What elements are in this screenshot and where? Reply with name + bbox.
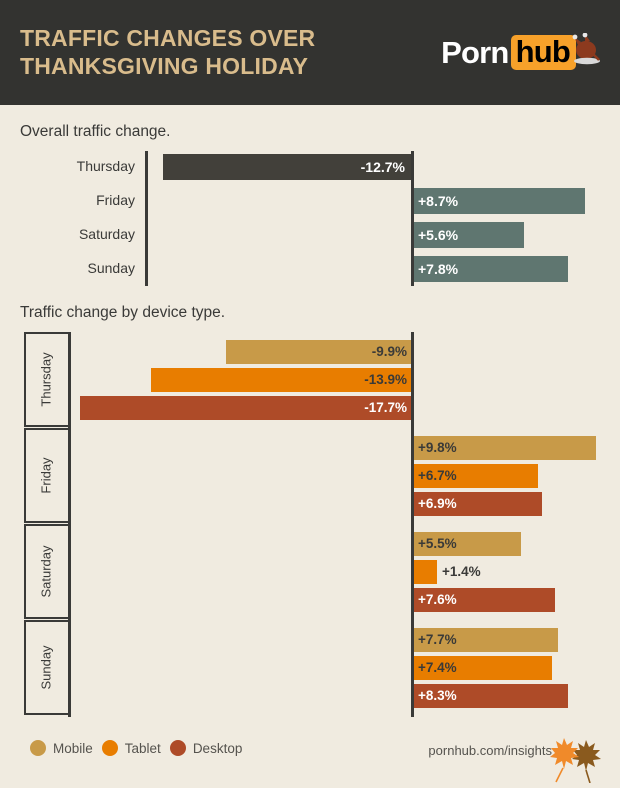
chart2-group-thursday: Thursday -9.9% -13.9% -17.7%	[0, 332, 620, 427]
chart2-value-friday-tablet: +6.7%	[418, 468, 457, 483]
chart1-row: Saturday +5.6%	[0, 219, 620, 249]
chart1-row: Sunday +7.8%	[0, 253, 620, 283]
chart2-bar-thursday-mobile[interactable]	[226, 340, 411, 364]
chart1-row: Friday +8.7%	[0, 185, 620, 215]
chart2-bar-sunday-tablet[interactable]	[414, 656, 552, 680]
device-legend: Mobile Tablet Desktop	[30, 740, 242, 756]
legend-item-mobile[interactable]: Mobile	[30, 740, 93, 756]
logo-text-porn: Porn	[441, 34, 509, 70]
chart1-bar-saturday[interactable]	[414, 222, 524, 248]
chart2-bar-thursday-tablet[interactable]	[151, 368, 411, 392]
chart2-bar-saturday-desktop[interactable]	[414, 588, 555, 612]
chart2-group-label-text: Sunday	[38, 645, 54, 690]
chart2-value-sunday-tablet: +7.4%	[418, 660, 457, 675]
chart2-bar-sunday-desktop[interactable]	[414, 684, 568, 708]
chart2-group-label-text: Saturday	[38, 545, 54, 598]
chart2-group-label-friday: Friday	[24, 428, 68, 523]
chart2-value-sunday-mobile: +7.7%	[418, 632, 457, 647]
legend-dot-desktop-icon	[169, 740, 186, 756]
page-title-line1: TRAFFIC CHANGES OVER	[20, 25, 316, 52]
chart2-value-friday-desktop: +6.9%	[418, 496, 457, 511]
chart1-category-label: Friday	[96, 192, 135, 208]
chart2-group-label-sunday: Sunday	[24, 620, 68, 715]
chart2-group-label-saturday: Saturday	[24, 524, 68, 619]
chart1-value-friday: +8.7%	[418, 193, 459, 209]
page-title-line2: THANKSGIVING HOLIDAY	[20, 52, 309, 79]
page-header: TRAFFIC CHANGES OVER THANKSGIVING HOLIDA…	[0, 0, 620, 105]
device-traffic-chart: Thursday -9.9% -13.9% -17.7% Friday +9.8…	[0, 332, 620, 717]
chart1-value-saturday: +5.6%	[418, 227, 459, 243]
chart2-group-saturday: Saturday +5.5% +1.4% +7.6%	[0, 524, 620, 619]
device-section-title: Traffic change by device type.	[20, 304, 226, 321]
legend-item-tablet[interactable]: Tablet	[101, 740, 161, 756]
chart2-bar-friday-mobile[interactable]	[414, 436, 596, 460]
chart2-category-axis	[68, 332, 71, 717]
chart1-category-label: Thursday	[76, 158, 135, 174]
chart2-value-sunday-desktop: +8.3%	[418, 688, 457, 703]
chart2-value-friday-mobile: +9.8%	[418, 440, 457, 455]
chart2-group-label-text: Thursday	[38, 352, 54, 407]
chart1-zero-line	[411, 151, 414, 286]
turkey-icon	[572, 32, 602, 71]
chart2-zero-line	[411, 332, 414, 717]
chart2-group-bracket	[24, 332, 68, 427]
chart2-bar-saturday-mobile[interactable]	[414, 532, 521, 556]
chart2-bar-friday-tablet[interactable]	[414, 464, 538, 488]
legend-label-mobile: Mobile	[53, 740, 93, 756]
chart1-bar-sunday[interactable]	[414, 256, 568, 282]
legend-label-desktop: Desktop	[192, 740, 243, 756]
chart2-group-bracket	[24, 620, 68, 715]
chart1-category-axis	[145, 151, 148, 286]
chart1-value-thursday: -12.7%	[360, 159, 405, 175]
legend-item-desktop[interactable]: Desktop	[169, 740, 243, 756]
pornhub-logo[interactable]: Porn hub	[441, 32, 602, 71]
overall-section-title: Overall traffic change.	[20, 123, 171, 140]
chart2-group-sunday: Sunday +7.7% +7.4% +8.3%	[0, 620, 620, 715]
legend-dot-mobile-icon	[30, 740, 46, 756]
chart2-group-label-text: Friday	[38, 457, 54, 494]
chart2-group-bracket	[24, 428, 68, 523]
overall-traffic-chart: Thursday -12.7% Friday +8.7% Saturday +5…	[0, 151, 620, 286]
chart2-bar-saturday-tablet[interactable]	[414, 560, 437, 584]
page-title: TRAFFIC CHANGES OVER THANKSGIVING HOLIDA…	[20, 25, 315, 79]
chart2-bar-sunday-mobile[interactable]	[414, 628, 558, 652]
chart2-bar-thursday-desktop[interactable]	[80, 396, 411, 420]
insights-url[interactable]: pornhub.com/insights	[428, 743, 552, 758]
chart2-value-thursday-mobile: -9.9%	[371, 344, 407, 359]
chart2-value-thursday-desktop: -17.7%	[364, 400, 407, 415]
chart1-category-label: Sunday	[87, 260, 135, 276]
chart2-bar-friday-desktop[interactable]	[414, 492, 542, 516]
logo-text-hub: hub	[510, 34, 576, 70]
page-footer: Mobile Tablet Desktop pornhub.com/insigh…	[0, 728, 620, 788]
maple-leaves-icon	[532, 728, 612, 784]
legend-dot-tablet-icon	[101, 740, 118, 756]
chart1-bar-thursday[interactable]	[163, 154, 411, 180]
chart1-category-label: Saturday	[78, 226, 135, 242]
chart2-value-thursday-tablet: -13.9%	[364, 372, 407, 387]
chart2-group-label-thursday: Thursday	[24, 332, 68, 427]
chart2-value-saturday-desktop: +7.6%	[418, 592, 457, 607]
chart2-group-friday: Friday +9.8% +6.7% +6.9%	[0, 428, 620, 523]
chart1-value-sunday: +7.8%	[418, 261, 459, 277]
chart2-group-bracket	[24, 524, 68, 619]
legend-label-tablet: Tablet	[124, 740, 161, 756]
chart1-bar-friday[interactable]	[414, 188, 585, 214]
chart2-value-saturday-mobile: +5.5%	[418, 536, 457, 551]
chart2-value-saturday-tablet: +1.4%	[442, 564, 481, 579]
chart1-row: Thursday -12.7%	[0, 151, 620, 181]
